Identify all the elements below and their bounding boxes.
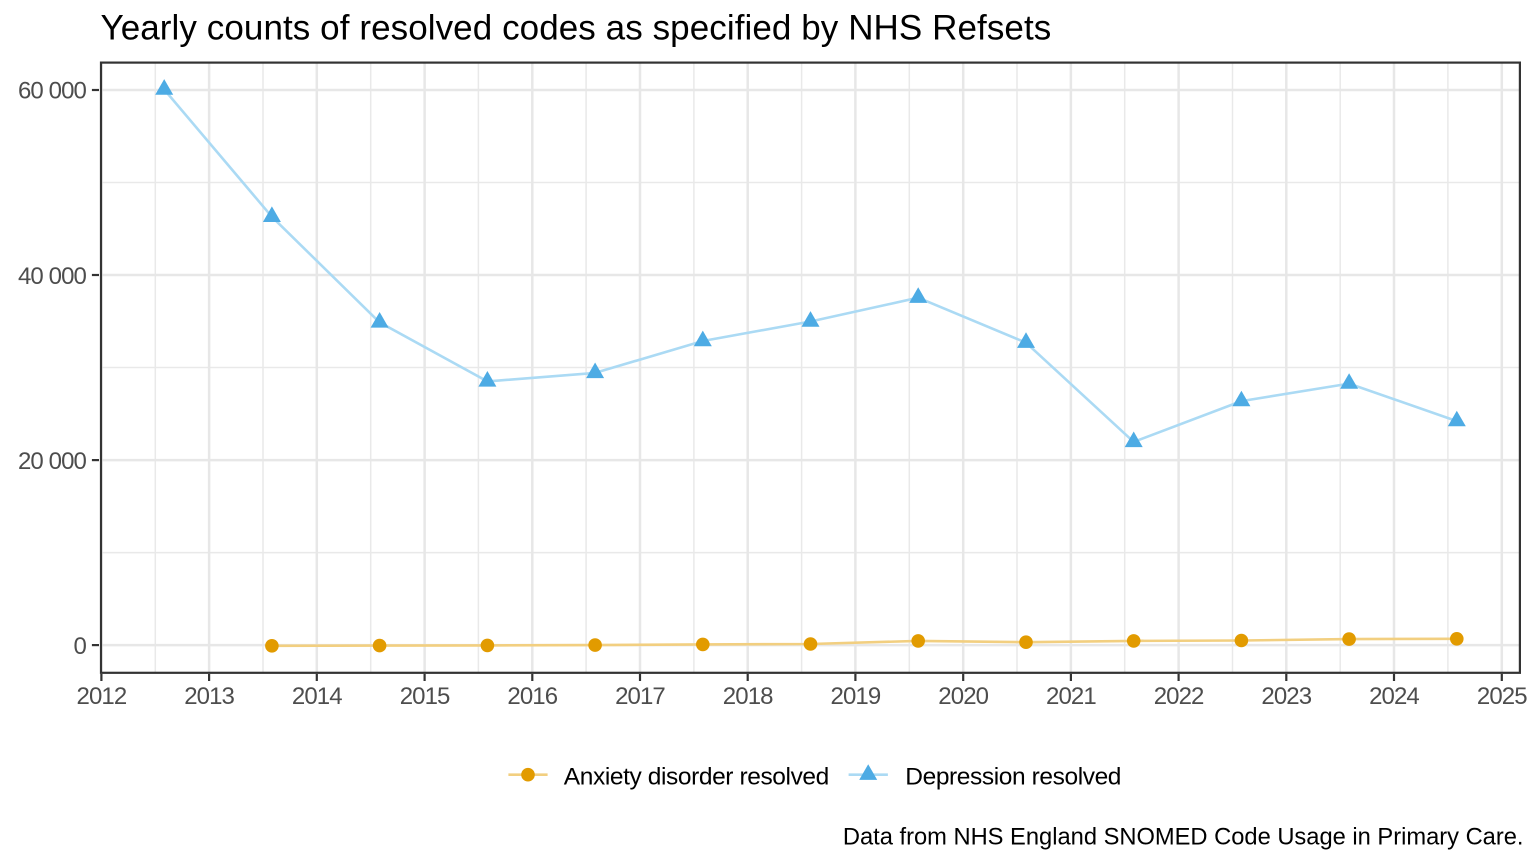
svg-text:2022: 2022: [1154, 683, 1204, 710]
svg-text:60 000: 60 000: [18, 78, 87, 105]
svg-text:Anxiety disorder resolved: Anxiety disorder resolved: [564, 763, 829, 790]
svg-text:2025: 2025: [1477, 683, 1527, 710]
svg-text:2016: 2016: [507, 683, 557, 710]
svg-text:2023: 2023: [1261, 683, 1311, 710]
svg-text:40 000: 40 000: [18, 263, 87, 290]
svg-text:Data from NHS England SNOMED C: Data from NHS England SNOMED Code Usage …: [843, 825, 1524, 851]
svg-text:2018: 2018: [723, 683, 773, 710]
svg-text:2024: 2024: [1369, 683, 1419, 710]
svg-text:2019: 2019: [831, 683, 881, 710]
svg-text:2015: 2015: [400, 683, 450, 710]
svg-text:2012: 2012: [77, 683, 127, 710]
svg-text:0: 0: [74, 633, 87, 660]
svg-text:2017: 2017: [615, 683, 665, 710]
svg-text:2014: 2014: [292, 683, 342, 710]
svg-text:2020: 2020: [938, 683, 988, 710]
svg-text:2021: 2021: [1046, 683, 1096, 710]
svg-text:20 000: 20 000: [18, 448, 87, 475]
svg-text:2013: 2013: [184, 683, 234, 710]
svg-text:Yearly counts of resolved code: Yearly counts of resolved codes as speci…: [101, 9, 1052, 48]
svg-text:Depression resolved: Depression resolved: [905, 763, 1121, 790]
